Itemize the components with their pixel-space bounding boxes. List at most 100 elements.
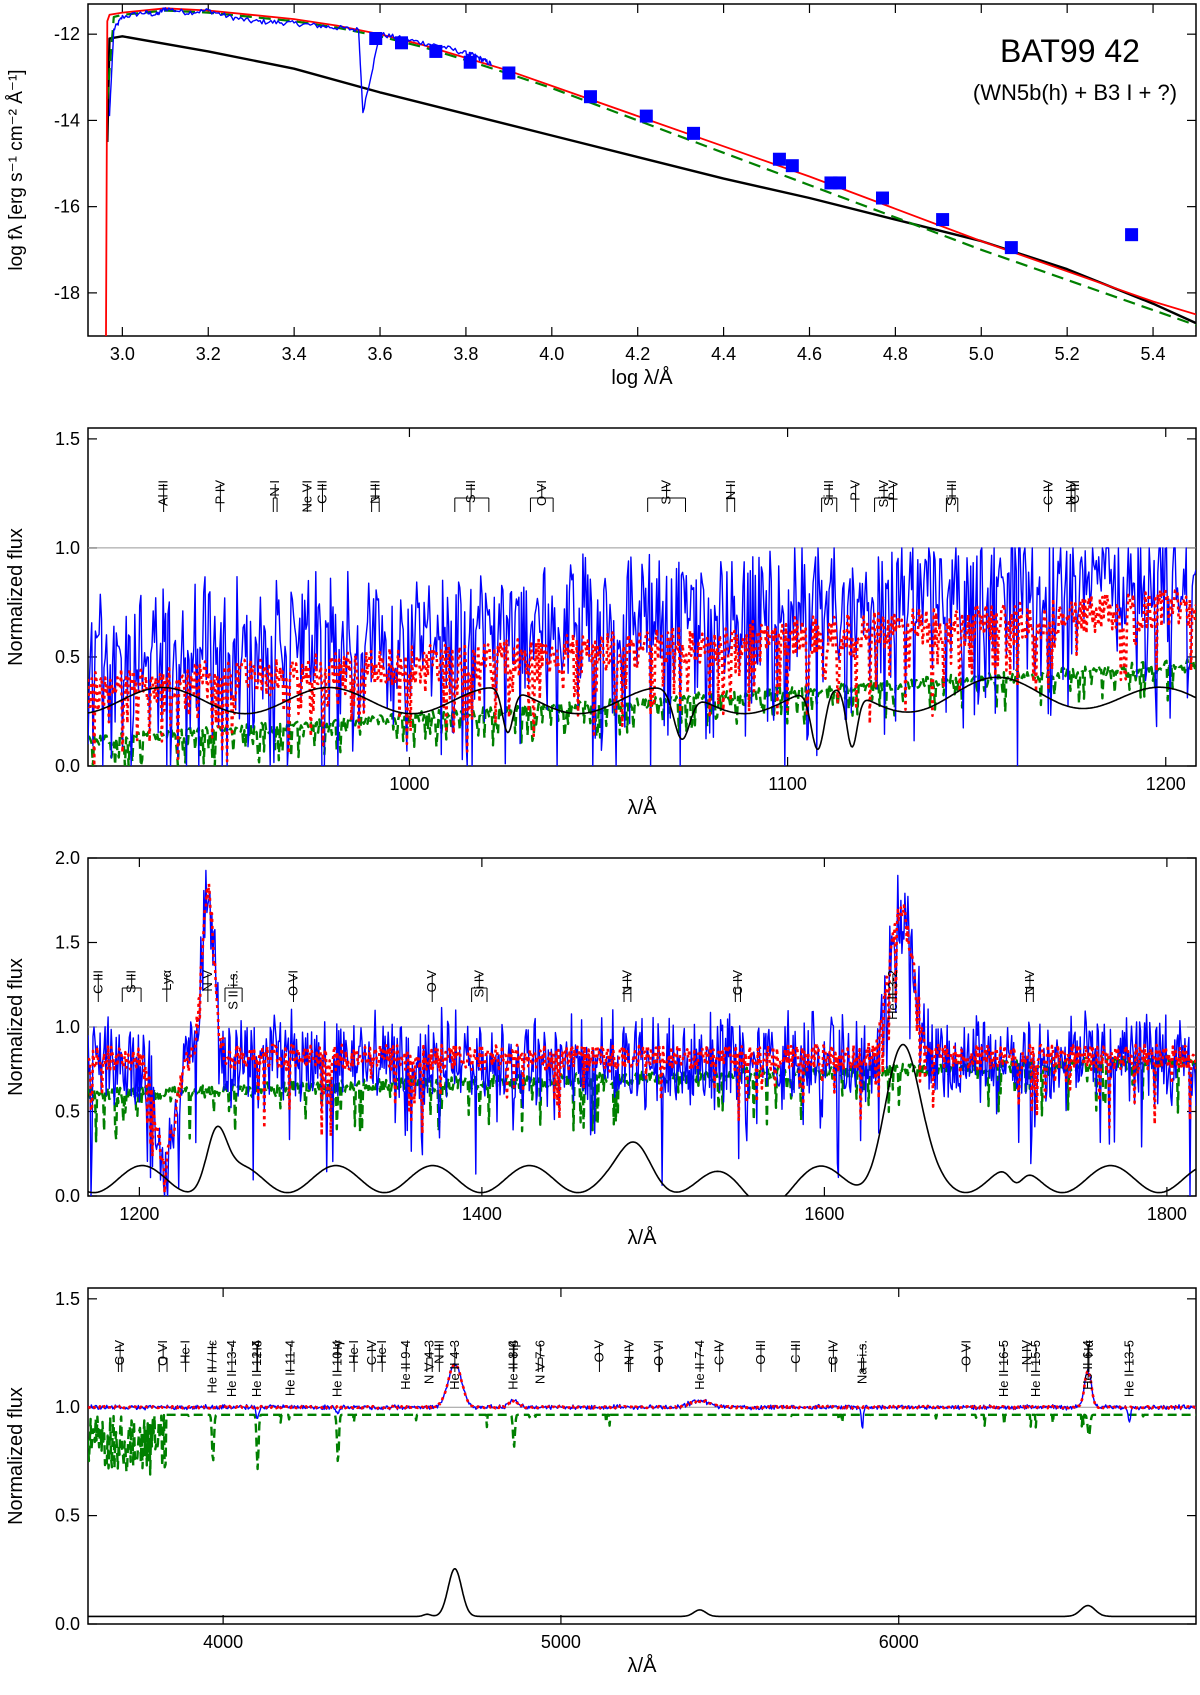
- line-id-label: C III: [90, 970, 105, 994]
- wr-model-line: [88, 1043, 1196, 1196]
- line-id-label: Hγ: [330, 1340, 345, 1356]
- line-id-label: Si III: [821, 480, 836, 506]
- line-id-label: Al III: [156, 480, 171, 506]
- wr-model-line: [106, 35, 1196, 325]
- line-id-label: S II i.s.: [226, 970, 241, 1010]
- line-id-label: Si IV: [471, 970, 486, 998]
- line-id-label: O VI: [958, 1340, 973, 1366]
- photometry-point: [772, 152, 786, 166]
- x-tick-label: 1400: [462, 1204, 502, 1224]
- line-id-label: He II 6-4: [1080, 1340, 1095, 1390]
- line-id-label: Na I i.s.: [855, 1340, 870, 1384]
- line-id-label: N V: [200, 970, 215, 992]
- x-tick-label: 1100: [768, 774, 807, 794]
- chart-title: BAT99 42: [1000, 33, 1140, 69]
- photometry-point: [639, 109, 653, 123]
- line-id-label: He II 15-5: [1028, 1340, 1043, 1397]
- line-id-label: O VI: [155, 1340, 170, 1366]
- y-axis-label: Normalized flux: [5, 528, 27, 666]
- line-id-label: C III: [314, 480, 329, 504]
- line-id-label: He II 3-2: [885, 970, 900, 1020]
- x-axis-label: λ/Å: [628, 1226, 658, 1249]
- companion-model-line: [88, 1053, 1196, 1143]
- x-tick-label: 5000: [541, 1632, 581, 1652]
- x-tick-label: 4.8: [883, 344, 908, 364]
- plot-area: [88, 547, 1196, 766]
- companion-model-line: [88, 1413, 1196, 1476]
- total-model-line: [88, 1362, 1196, 1410]
- x-axis-label: λ/Å: [628, 1654, 658, 1677]
- total-model-line: [88, 588, 1196, 766]
- x-tick-label: 3.0: [110, 344, 135, 364]
- line-id-label: He I: [178, 1340, 193, 1364]
- plot-frame: [87, 1287, 1197, 1625]
- photometry-point: [429, 44, 443, 58]
- y-tick-label: 0.5: [55, 1506, 80, 1526]
- photometry-point: [1125, 228, 1139, 242]
- line-id-label: He II / Hε: [204, 1340, 219, 1394]
- y-tick-label: 0.0: [55, 1614, 80, 1634]
- line-id-label: C IV: [112, 1340, 127, 1366]
- x-tick-label: 5.4: [1141, 344, 1166, 364]
- line-id-label: N IV: [1063, 480, 1078, 506]
- line-id-label: C IV: [825, 1340, 840, 1366]
- y-tick-label: 1.5: [55, 933, 80, 953]
- line-id-label: He I: [374, 1340, 389, 1364]
- line-id-label: S IV: [659, 480, 674, 505]
- observed-spectrum-line: [108, 7, 493, 117]
- photometry-point: [936, 213, 950, 227]
- line-id-label: He II 13-5: [1121, 1340, 1136, 1397]
- optical-spectrum-panel: 4000 5000 6000 0.0 0.5 1.0 1.5 λ/Å Normalized fl…: [5, 1287, 1197, 1677]
- y-tick-label: -14: [54, 110, 80, 130]
- x-axis-label: log λ/Å: [611, 366, 673, 389]
- sed-panel: 3.0 3.2 3.4 3.6 3.8 4.0 4.2 4.4 4.6 4.8 5.0 5.2 5.4 -…: [6, 3, 1197, 389]
- line-id-label: O VI: [286, 970, 301, 996]
- line-id-label: Ne VI: [299, 480, 314, 513]
- y-tick-label: 2.0: [55, 848, 80, 868]
- line-id-label: He II 4-3: [447, 1340, 462, 1390]
- uv-spectrum-panel: 1200 1400 1600 1800 0.0 0.5 1.0 1.5 2.0 λ/Å Normal…: [5, 848, 1197, 1249]
- line-id-label: P V: [848, 480, 863, 501]
- line-id-label: N III: [431, 1340, 446, 1364]
- line-id-label: Hα: [1081, 1340, 1096, 1357]
- line-id-label: O III: [753, 1340, 768, 1365]
- x-tick-label: 1200: [1146, 774, 1186, 794]
- line-id-label: Hβ: [506, 1340, 521, 1357]
- y-tick-label: 0.0: [55, 756, 80, 776]
- plot-area: [88, 1362, 1196, 1618]
- y-tick-label: 0.0: [55, 1186, 80, 1206]
- x-tick-label: 1600: [804, 1204, 844, 1224]
- photometry-point: [785, 159, 799, 173]
- y-tick-label: -18: [54, 283, 80, 303]
- plot-area: [105, 7, 1196, 336]
- photometry-point: [502, 66, 516, 80]
- photometry-point: [463, 55, 477, 69]
- photometry-point: [369, 31, 383, 45]
- line-id-label: He II 10-4: [330, 1340, 345, 1397]
- line-id-label: C III: [1067, 480, 1082, 504]
- x-tick-label: 4.0: [539, 344, 564, 364]
- line-id-label: Si IV: [876, 480, 891, 508]
- x-tick-label: 1000: [389, 774, 429, 794]
- line-id-label: N IV: [621, 1340, 636, 1366]
- line-id-label: N II: [723, 480, 738, 500]
- line-id-label: C IV: [712, 1340, 727, 1366]
- line-id-label: N V 4-3: [422, 1340, 437, 1384]
- line-id-label: Si III: [944, 480, 959, 506]
- y-tick-label: -16: [54, 197, 80, 217]
- photometry-point: [1004, 241, 1018, 255]
- line-id-label: N I: [267, 480, 282, 497]
- line-id-label: He II 8-4: [505, 1340, 520, 1390]
- line-id-label: S III: [124, 970, 139, 993]
- x-tick-label: 3.4: [282, 344, 307, 364]
- photometry-point: [687, 126, 701, 140]
- plot-frame: [87, 3, 1197, 337]
- line-id-label: He I: [346, 1340, 361, 1364]
- line-id-label: He II 7-4: [692, 1340, 707, 1390]
- y-tick-label: 1.5: [55, 1289, 80, 1309]
- photometry-point: [875, 191, 889, 205]
- y-tick-label: 1.0: [55, 1017, 80, 1037]
- line-id-label: O V: [424, 970, 439, 993]
- x-tick-label: 1200: [119, 1204, 159, 1224]
